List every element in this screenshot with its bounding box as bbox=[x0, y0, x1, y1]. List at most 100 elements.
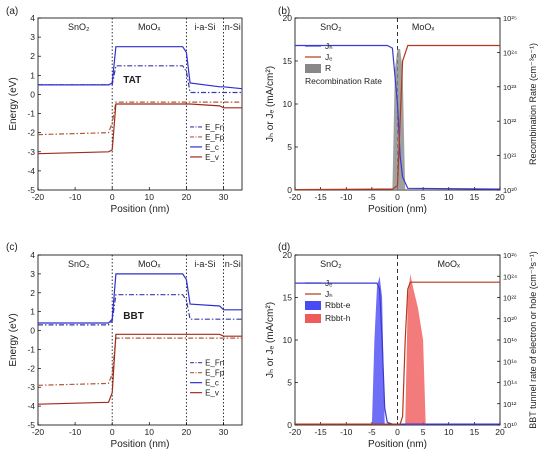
series-line-2 bbox=[38, 46, 243, 90]
y2-tick-label: 10²⁰ bbox=[503, 186, 517, 195]
y-tick-label: 1 bbox=[30, 307, 35, 317]
series-line-3 bbox=[37, 103, 242, 155]
panel-label: (a) bbox=[6, 6, 18, 17]
x-tick-label: 20 bbox=[495, 427, 505, 437]
x-tick-label: -15 bbox=[314, 427, 327, 437]
y2-axis-label: Recombination Rate (cm⁻³s⁻¹) bbox=[528, 43, 538, 165]
y2-tick-label: 10¹² bbox=[503, 400, 517, 409]
region-label: MoOₓ bbox=[412, 22, 435, 32]
y-axis-label: Energy (eV) bbox=[8, 77, 19, 130]
x-tick-label: 5 bbox=[421, 427, 426, 437]
panel-d: (d)-20 -15 -10 -5 0 5 10 15 200510152010¹⁰10¹²10… bbox=[265, 242, 538, 450]
x-tick-label: 10 bbox=[444, 192, 454, 202]
y-tick-label: 0 bbox=[30, 89, 35, 99]
y-tick-label: 2 bbox=[30, 51, 35, 61]
y-tick-label: 4 bbox=[30, 13, 35, 23]
x-tick-label: 30 bbox=[219, 427, 229, 437]
x-axis-label: Position (nm) bbox=[368, 204, 427, 215]
y-tick-label: 10 bbox=[283, 335, 293, 345]
series-line-1 bbox=[295, 281, 500, 425]
x-tick-label: 30 bbox=[219, 192, 229, 202]
x-tick-label: -5 bbox=[368, 427, 376, 437]
y-tick-label: -1 bbox=[27, 109, 35, 119]
x-tick-label: -20 bbox=[289, 192, 302, 202]
y2-tick-label: 10²² bbox=[503, 294, 517, 303]
y-tick-label: 20 bbox=[283, 13, 293, 23]
y2-tick-label: 10¹⁸ bbox=[503, 336, 517, 345]
legend-label: E_Fp bbox=[205, 369, 225, 378]
legend-label: E_Fp bbox=[205, 133, 225, 142]
series-line-3 bbox=[37, 333, 242, 405]
legend-label: Jₕ bbox=[325, 41, 333, 51]
series-line-1 bbox=[37, 337, 242, 386]
legend-label: E_Fn bbox=[205, 359, 224, 368]
region-label: SnO₂ bbox=[320, 259, 342, 269]
plot-frame bbox=[37, 254, 243, 426]
y-tick-label: 0 bbox=[287, 420, 292, 430]
y-tick-label: -1 bbox=[27, 344, 35, 354]
y2-tick-label: 10²⁰ bbox=[503, 315, 517, 324]
legend-label: E_Fn bbox=[205, 123, 224, 132]
y2-tick-label: 10¹⁶ bbox=[503, 357, 517, 366]
y-tick-label: 3 bbox=[30, 32, 35, 42]
panel-c: (c)-20 -10 0 10 20 30-5-4-3-2-101234Position … bbox=[6, 242, 243, 450]
y2-tick-label: 10²⁴ bbox=[503, 48, 517, 57]
y2-axis-label: BBT tunnel rate of electron or hole (cm⁻… bbox=[528, 251, 538, 428]
y-tick-label: -3 bbox=[27, 382, 35, 392]
region-label: MoOₓ bbox=[438, 259, 461, 269]
series-line-0 bbox=[295, 44, 501, 190]
legend-label: R bbox=[325, 63, 331, 73]
x-tick-label: -20 bbox=[289, 427, 302, 437]
x-tick-label: -10 bbox=[340, 427, 353, 437]
y2-tick-label: 10²⁶ bbox=[503, 251, 517, 260]
y2-tick-label: 10¹⁰ bbox=[503, 421, 517, 430]
region-label: n-Si bbox=[225, 259, 241, 269]
x-axis-label: Position (nm) bbox=[111, 439, 170, 450]
y-axis-label: Jₕ or Jₑ (mA/cm²) bbox=[265, 302, 276, 378]
y-tick-label: 0 bbox=[30, 326, 35, 336]
x-tick-label: 20 bbox=[495, 192, 505, 202]
x-tick-label: 15 bbox=[470, 427, 480, 437]
y-tick-label: -2 bbox=[27, 363, 35, 373]
x-tick-label: 0 bbox=[110, 427, 115, 437]
y-tick-label: -4 bbox=[27, 401, 35, 411]
legend-extra-label: Recombination Rate bbox=[305, 76, 382, 86]
legend-label: Jₕ bbox=[325, 289, 333, 299]
y-tick-label: 2 bbox=[30, 288, 35, 298]
legend-label: Jₑ bbox=[325, 52, 332, 62]
legend-label: E_v bbox=[205, 153, 219, 162]
annotation-label: TAT bbox=[123, 75, 141, 86]
y-tick-label: 5 bbox=[287, 378, 292, 388]
panel-label: (b) bbox=[278, 6, 290, 17]
y-tick-label: 10 bbox=[283, 99, 293, 109]
panel-a: (a)-20 -10 0 10 20 30-5-4-3-2-101234Position … bbox=[6, 6, 243, 215]
legend-label: E_v bbox=[205, 389, 219, 398]
y2-tick-label: 10²⁴ bbox=[503, 272, 517, 281]
y-axis-label: Jₕ or Jₑ (mA/cm²) bbox=[265, 66, 276, 142]
y2-tick-label: 10¹⁴ bbox=[503, 379, 517, 388]
legend-label: Rbbt-e bbox=[325, 300, 351, 310]
x-axis-label: Position (nm) bbox=[111, 204, 170, 215]
x-tick-label: 0 bbox=[395, 427, 400, 437]
y-axis-label: Energy (eV) bbox=[8, 313, 19, 366]
y-tick-label: 3 bbox=[30, 269, 35, 279]
series-line-2 bbox=[38, 273, 242, 324]
x-tick-label: -10 bbox=[340, 192, 353, 202]
y-tick-label: 15 bbox=[283, 293, 293, 303]
region-label: SnO₂ bbox=[320, 22, 342, 32]
y-tick-label: 1 bbox=[30, 70, 35, 80]
x-tick-label: 20 bbox=[182, 427, 192, 437]
x-tick-label: 0 bbox=[395, 192, 400, 202]
legend-label: Jₑ bbox=[325, 278, 332, 288]
y2-tick-label: 10²¹ bbox=[503, 152, 517, 161]
fill-rbbt-e bbox=[371, 276, 385, 425]
annotation-label: BBT bbox=[123, 311, 144, 322]
y2-tick-label: 10²⁵ bbox=[503, 14, 517, 23]
x-tick-label: -15 bbox=[314, 192, 327, 202]
region-label: i-a-Si bbox=[194, 22, 215, 32]
series-line-1 bbox=[294, 44, 500, 191]
x-tick-label: 5 bbox=[421, 192, 426, 202]
x-tick-label: 10 bbox=[145, 192, 155, 202]
x-tick-label: -20 bbox=[32, 192, 45, 202]
